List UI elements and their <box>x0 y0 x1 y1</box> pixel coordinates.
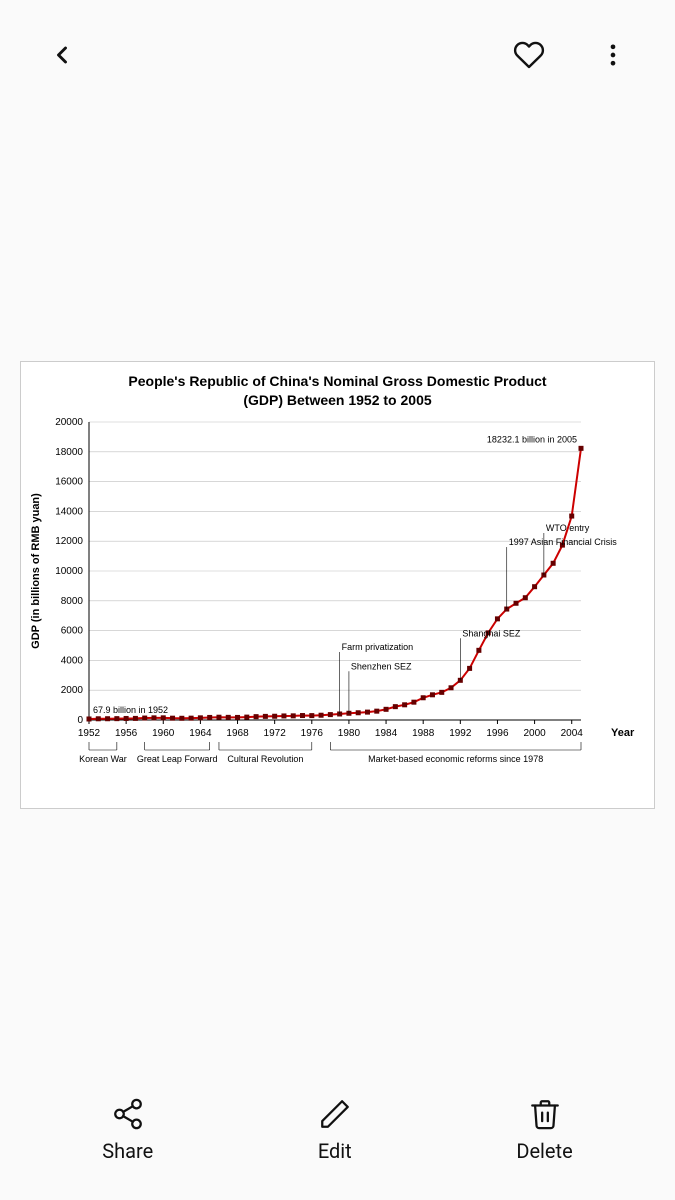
share-button[interactable]: Share <box>102 1097 153 1163</box>
svg-text:2000: 2000 <box>523 728 546 739</box>
svg-text:1996: 1996 <box>486 728 509 739</box>
svg-text:8000: 8000 <box>61 596 84 607</box>
svg-text:14000: 14000 <box>55 506 83 517</box>
delete-button[interactable]: Delete <box>516 1097 572 1163</box>
svg-text:6000: 6000 <box>61 626 84 637</box>
svg-text:1997 Asian Financial Crisis: 1997 Asian Financial Crisis <box>509 537 618 547</box>
edit-label: Edit <box>318 1139 352 1163</box>
svg-text:67.9 billion in 1952: 67.9 billion in 1952 <box>93 705 168 715</box>
svg-text:Korean War: Korean War <box>79 754 127 764</box>
svg-text:2004: 2004 <box>561 728 584 739</box>
svg-text:1952: 1952 <box>78 728 101 739</box>
svg-text:Shenzhen SEZ: Shenzhen SEZ <box>351 661 412 671</box>
delete-icon <box>528 1097 562 1131</box>
svg-text:Market-based economic reforms: Market-based economic reforms since 1978 <box>368 754 543 764</box>
svg-text:1960: 1960 <box>152 728 175 739</box>
svg-text:16000: 16000 <box>55 477 83 488</box>
svg-text:GDP (in billions of RMB yuan): GDP (in billions of RMB yuan) <box>30 493 42 649</box>
svg-text:12000: 12000 <box>55 536 83 547</box>
svg-text:4000: 4000 <box>61 655 84 666</box>
chart-svg: 0 2000 4000 6000 8000 10000 12000 14000 16000 180… <box>21 362 656 810</box>
edit-button[interactable]: Edit <box>318 1097 352 1163</box>
more-options-button[interactable] <box>591 33 635 77</box>
share-label: Share <box>102 1139 153 1163</box>
svg-text:1964: 1964 <box>189 728 212 739</box>
svg-text:Shanghai SEZ: Shanghai SEZ <box>462 628 521 638</box>
svg-text:1968: 1968 <box>226 728 249 739</box>
svg-text:18232.1 billion in 2005: 18232.1 billion in 2005 <box>487 434 577 444</box>
svg-text:1972: 1972 <box>264 728 287 739</box>
svg-text:1980: 1980 <box>338 728 361 739</box>
svg-text:20000: 20000 <box>55 417 83 428</box>
svg-text:2000: 2000 <box>61 685 84 696</box>
edit-icon <box>318 1097 352 1131</box>
svg-text:Year: Year <box>611 727 635 739</box>
favorite-button[interactable] <box>507 33 551 77</box>
svg-text:1956: 1956 <box>115 728 138 739</box>
svg-text:18000: 18000 <box>55 447 83 458</box>
svg-text:WTO entry: WTO entry <box>546 523 590 533</box>
svg-text:1984: 1984 <box>375 728 398 739</box>
svg-text:1992: 1992 <box>449 728 472 739</box>
svg-text:1988: 1988 <box>412 728 435 739</box>
svg-text:10000: 10000 <box>55 566 83 577</box>
delete-label: Delete <box>516 1139 572 1163</box>
svg-text:Great Leap Forward: Great Leap Forward <box>137 754 218 764</box>
chevron-left-icon <box>48 41 76 69</box>
bottom-toolbar: Share Edit Delete <box>0 1060 675 1200</box>
heart-icon <box>513 39 545 71</box>
gdp-chart: People's Republic of China's Nominal Gro… <box>20 361 655 809</box>
svg-text:1976: 1976 <box>301 728 324 739</box>
top-toolbar <box>0 0 675 110</box>
svg-text:0: 0 <box>77 715 83 726</box>
more-vert-icon <box>599 41 627 69</box>
share-icon <box>111 1097 145 1131</box>
svg-text:Farm privatization: Farm privatization <box>342 642 414 652</box>
svg-text:Cultural Revolution: Cultural Revolution <box>227 754 303 764</box>
back-button[interactable] <box>40 33 84 77</box>
image-viewer[interactable]: People's Republic of China's Nominal Gro… <box>0 110 675 1060</box>
